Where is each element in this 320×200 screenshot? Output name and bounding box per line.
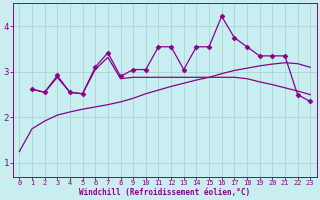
X-axis label: Windchill (Refroidissement éolien,°C): Windchill (Refroidissement éolien,°C) xyxy=(79,188,250,197)
